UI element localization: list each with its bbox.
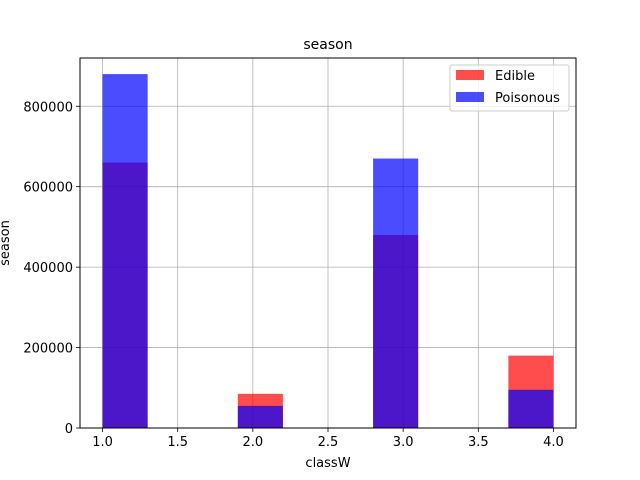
x-tick-label: 1.0 bbox=[92, 435, 113, 450]
x-tick-label: 3.0 bbox=[393, 435, 414, 450]
x-tick-label: 4.0 bbox=[543, 435, 564, 450]
x-axis-label: classW bbox=[305, 456, 350, 471]
bar-poisonous-4 bbox=[508, 389, 554, 428]
chart-title: season bbox=[303, 37, 352, 53]
x-tick-label: 2.0 bbox=[243, 435, 264, 450]
x-tick-label: 1.5 bbox=[167, 435, 188, 450]
bar-poisonous-2 bbox=[237, 405, 283, 428]
y-tick-label: 800000 bbox=[23, 100, 73, 115]
y-axis-label: season bbox=[0, 220, 13, 266]
y-tick-label: 400000 bbox=[23, 261, 73, 276]
x-tick-label: 3.5 bbox=[468, 435, 489, 450]
y-tick-label: 0 bbox=[65, 422, 73, 437]
x-tick-label: 2.5 bbox=[318, 435, 339, 450]
legend-label-poisonous: Poisonous bbox=[495, 91, 560, 106]
bar-poisonous-3 bbox=[373, 158, 419, 429]
bar-poisonous-1 bbox=[102, 74, 148, 428]
legend: Edible Poisonous bbox=[449, 64, 570, 112]
legend-swatch-poisonous bbox=[456, 92, 484, 102]
y-tick-label: 200000 bbox=[23, 342, 73, 357]
legend-label-edible: Edible bbox=[495, 69, 535, 84]
legend-swatch-edible bbox=[456, 70, 484, 80]
ticks-layer: 1.0 1.5 2.0 2.5 3.0 3.5 4.0 0 200000 400000 600000… bbox=[23, 100, 563, 450]
bars-layer bbox=[102, 74, 554, 429]
y-tick-label: 600000 bbox=[23, 181, 73, 196]
